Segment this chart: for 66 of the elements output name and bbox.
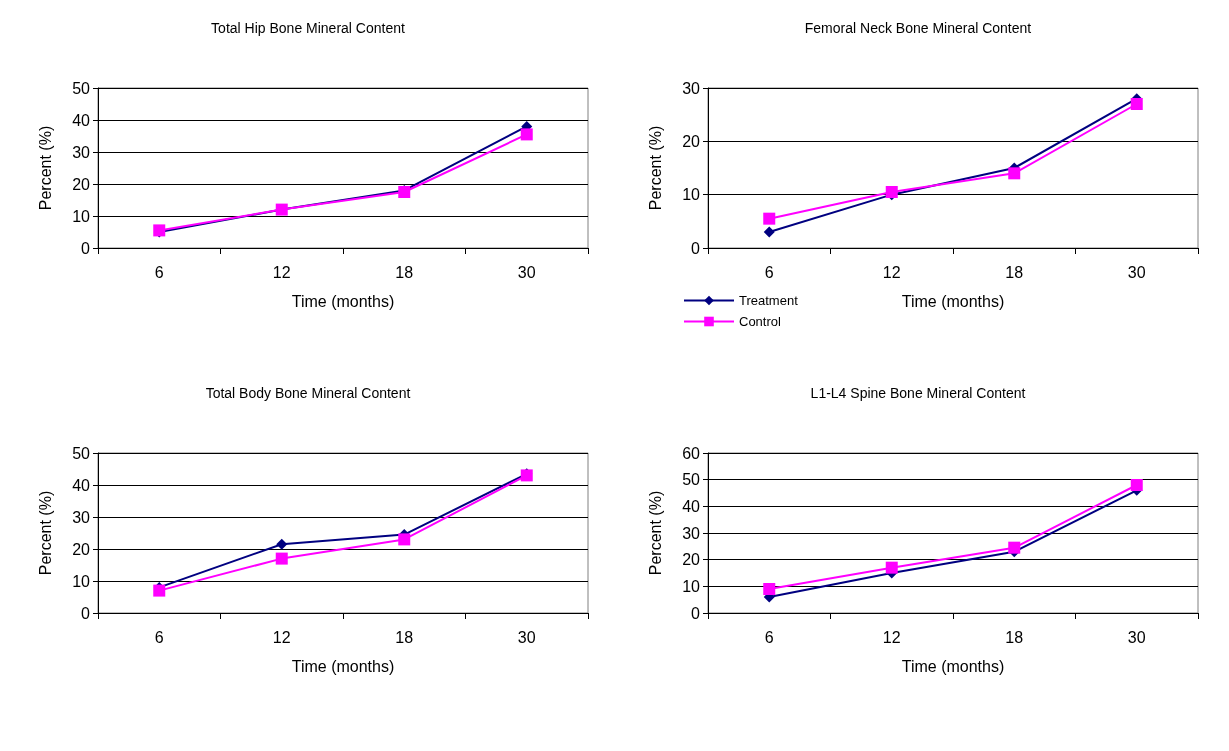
y-tick-label: 20 [682, 132, 701, 150]
y-axis-title: Percent (%) [36, 125, 54, 211]
x-axis-title: Time (months) [901, 657, 1005, 675]
x-tick-label: 18 [1005, 263, 1024, 281]
y-tick-label: 10 [72, 207, 91, 225]
x-tick-label: 12 [882, 628, 901, 646]
point [275, 552, 288, 565]
x-axis-title: Time (months) [291, 292, 395, 310]
y-tick-label: 40 [682, 497, 701, 515]
x-axis-title: Time (months) [901, 292, 1005, 310]
x-tick-label: 18 [395, 628, 414, 646]
x-tick-label: 18 [1005, 628, 1024, 646]
point [520, 128, 533, 141]
y-tick-label: 40 [72, 476, 91, 494]
y-axis-title: Percent (%) [36, 490, 54, 576]
y-tick-label: 20 [72, 175, 91, 193]
point [1008, 541, 1021, 554]
x-axis-title: Time (months) [291, 657, 395, 675]
y-tick-label: 0 [691, 239, 701, 257]
chart-title: Total Hip Bone Mineral Content [211, 20, 405, 36]
point [398, 533, 411, 546]
chart-title: Femoral Neck Bone Mineral Content [804, 20, 1032, 36]
y-tick-label: 10 [682, 577, 701, 595]
legend-label: Control [739, 314, 782, 329]
point [1008, 167, 1021, 180]
point [763, 583, 776, 595]
point [885, 561, 898, 574]
x-tick-label: 6 [764, 628, 774, 646]
point [276, 538, 288, 550]
y-tick-label: 50 [72, 444, 91, 462]
x-tick-label: 6 [154, 263, 164, 281]
y-tick-label: 30 [682, 79, 701, 97]
x-tick-label: 30 [1127, 628, 1146, 646]
y-axis-title: Percent (%) [646, 125, 664, 211]
x-tick-label: 6 [764, 263, 774, 281]
legend-label: Treatment [739, 293, 799, 308]
x-tick-label: 30 [1127, 263, 1146, 281]
x-tick-label: 12 [272, 628, 291, 646]
x-tick-label: 30 [517, 263, 536, 281]
point [1130, 98, 1143, 110]
y-tick-label: 30 [72, 508, 91, 526]
y-tick-label: 10 [72, 572, 91, 590]
y-tick-label: 60 [682, 444, 701, 462]
y-tick-label: 0 [81, 604, 91, 622]
y-tick-label: 50 [682, 471, 701, 489]
y-tick-label: 30 [72, 143, 91, 161]
y-tick-label: 10 [682, 186, 701, 204]
y-tick-label: 0 [691, 604, 701, 622]
y-tick-label: 0 [81, 239, 91, 257]
y-tick-label: 20 [72, 540, 91, 558]
y-tick-label: 40 [72, 111, 91, 129]
y-tick-label: 20 [682, 551, 701, 569]
chart-title: Total Body Bone Mineral Content [205, 385, 411, 401]
x-tick-label: 18 [395, 263, 414, 281]
point [153, 584, 166, 597]
point [763, 212, 776, 225]
point [763, 226, 775, 238]
chart-title: L1-L4 Spine Bone Mineral Content [810, 385, 1026, 401]
x-tick-label: 30 [517, 628, 536, 646]
y-axis-title: Percent (%) [646, 490, 664, 576]
y-tick-label: 50 [72, 79, 91, 97]
y-tick-label: 30 [682, 524, 701, 542]
point [1130, 479, 1143, 491]
x-tick-label: 12 [882, 263, 901, 281]
x-tick-label: 12 [272, 263, 291, 281]
x-tick-label: 6 [154, 628, 164, 646]
